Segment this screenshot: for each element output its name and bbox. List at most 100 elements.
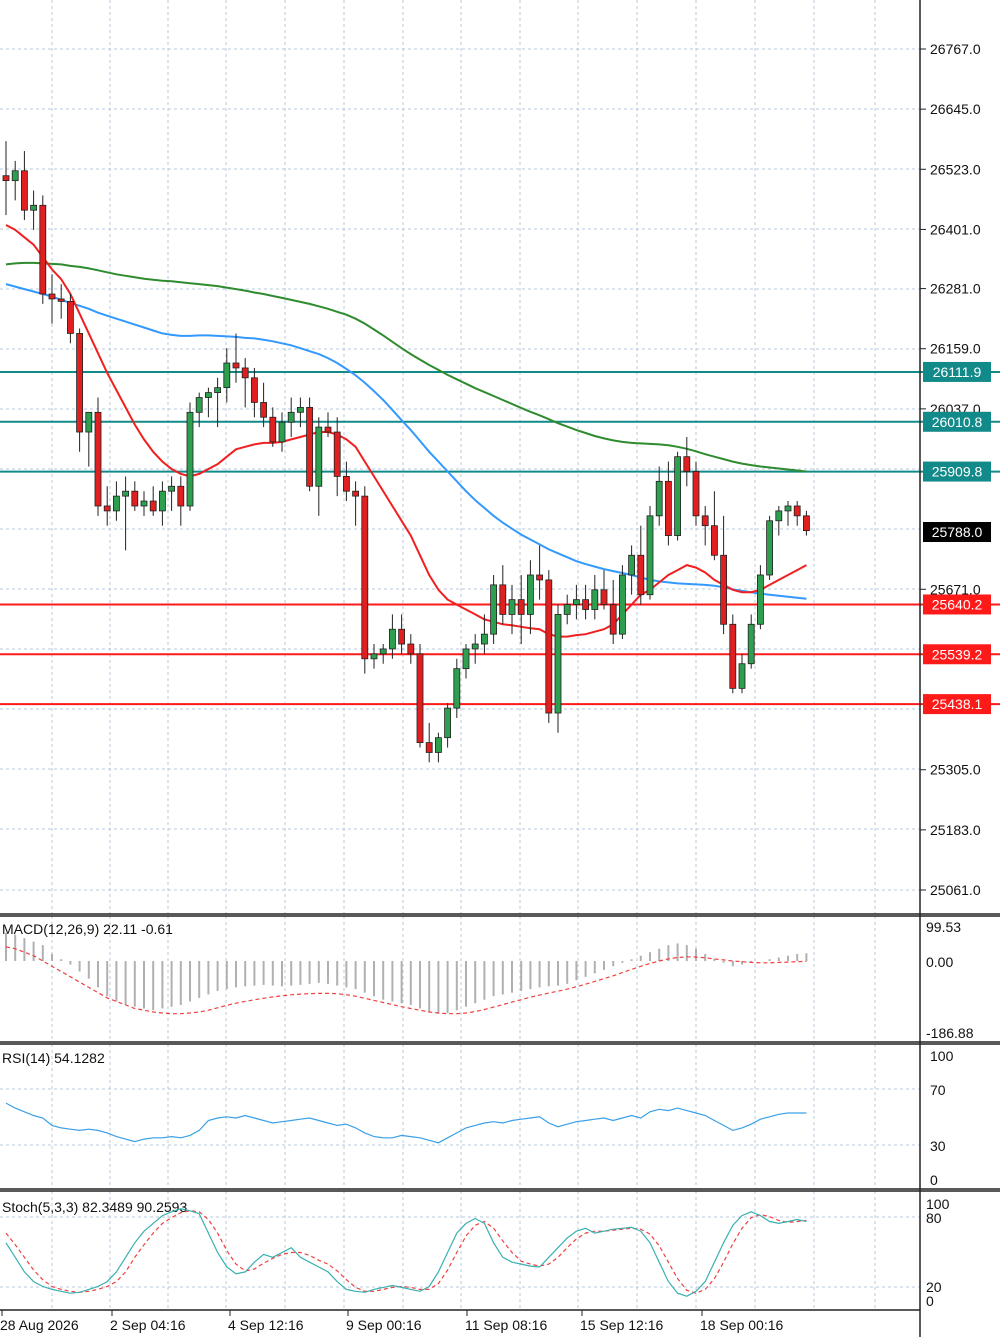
- candle-body: [536, 574, 543, 581]
- candle-body: [398, 628, 406, 645]
- time-tick-label: 2 Sep 04:16: [110, 1317, 186, 1333]
- stoch-main-line: [5, 1208, 807, 1297]
- candle-body: [177, 485, 185, 507]
- rsi-title: RSI(14) 54.1282: [2, 1050, 105, 1066]
- candle-body: [683, 456, 691, 472]
- last-price-tag: 25788.0: [923, 522, 991, 542]
- last-price-label: 25788.0: [932, 524, 983, 540]
- ma-mid-line: [5, 283, 807, 600]
- candle-body: [729, 623, 737, 689]
- candle-body: [260, 402, 268, 418]
- candle-body: [57, 298, 65, 302]
- stochastic-panel[interactable]: Stoch(5,3,3) 82.3489 90.2593 100 80 20 0: [2, 1196, 950, 1309]
- candle-body: [517, 599, 525, 615]
- candle-body: [471, 643, 479, 650]
- candle-body: [563, 604, 571, 615]
- candle-body: [306, 406, 314, 487]
- candle-body: [692, 471, 700, 517]
- macd-histogram: [5, 932, 808, 1014]
- candle-body: [241, 367, 249, 379]
- candle-body: [2, 175, 10, 182]
- price-tick-label: 25305.0: [930, 762, 981, 778]
- time-tick-label: 18 Sep 00:16: [700, 1317, 784, 1333]
- candlesticks: [2, 141, 810, 763]
- candle-body: [214, 387, 222, 393]
- stoch-tick-80: 80: [926, 1210, 942, 1226]
- macd-panel[interactable]: MACD(12,26,9) 22.11 -0.61 99.53 0.00 -18…: [2, 919, 974, 1041]
- candle-body: [711, 525, 718, 556]
- candle-body: [76, 333, 83, 433]
- stoch-title: Stoch(5,3,3) 82.3489 90.2593: [2, 1199, 187, 1215]
- candle-body: [462, 648, 470, 670]
- candle-body: [674, 456, 681, 536]
- level-label-bg: [923, 594, 991, 615]
- price-tick-label: 26159.0: [930, 341, 981, 357]
- rsi-tick-0: 0: [930, 1172, 938, 1188]
- candle-body: [232, 362, 240, 369]
- candle-body: [352, 490, 360, 497]
- candle-body: [250, 377, 258, 403]
- level-label: 25640.2: [932, 596, 983, 612]
- candle-body: [407, 643, 415, 655]
- candle-body: [223, 362, 231, 389]
- macd-tick-bottom: -186.88: [926, 1025, 974, 1041]
- candle-body: [113, 495, 120, 512]
- price-panel[interactable]: [0, 141, 1000, 763]
- candle-body: [315, 426, 323, 487]
- time-tick-label: 4 Sep 12:16: [228, 1317, 304, 1333]
- candle-body: [480, 633, 488, 645]
- candle-body: [609, 604, 617, 635]
- level-label-bg: [923, 361, 991, 382]
- candle-body: [140, 500, 148, 507]
- candle-body: [453, 668, 461, 709]
- candle-body: [490, 584, 498, 635]
- candle-body: [103, 505, 111, 512]
- price-axis: 26767.0 26645.0 26523.0 26401.0 26281.0 26159…: [920, 41, 981, 898]
- time-tick-label: 11 Sep 08:16: [465, 1317, 547, 1333]
- macd-signal-line: [5, 946, 807, 1015]
- stoch-signal-line: [5, 1210, 807, 1294]
- candle-body: [204, 392, 212, 398]
- candle-body: [747, 623, 755, 665]
- candle-body: [425, 742, 433, 753]
- ma-slow-line: [5, 261, 807, 473]
- price-tick-label: 26645.0: [930, 101, 981, 117]
- moving-averages: [5, 224, 807, 638]
- candle-body: [757, 574, 764, 625]
- candle-body: [48, 293, 56, 300]
- price-tick-label: 25183.0: [930, 822, 981, 838]
- stoch-tick-0: 0: [926, 1293, 934, 1309]
- price-tick-label: 26401.0: [930, 221, 981, 237]
- candle-body: [775, 510, 783, 522]
- level-label: 26010.8: [932, 414, 983, 430]
- candle-body: [434, 737, 442, 753]
- candle-body: [628, 554, 635, 576]
- level-label: 25909.8: [932, 464, 983, 480]
- level-label-bg: [923, 461, 991, 482]
- candle-body: [600, 589, 608, 605]
- time-tick-label: 28 Aug 2026: [0, 1317, 79, 1333]
- candle-body: [67, 300, 74, 334]
- candle-body: [39, 204, 47, 295]
- candle-body: [195, 397, 203, 413]
- candle-body: [287, 411, 295, 423]
- level-label-bg: [923, 644, 991, 665]
- candle-body: [122, 490, 129, 497]
- candle-body: [370, 653, 378, 660]
- candle-body: [637, 554, 645, 596]
- macd-title: MACD(12,26,9) 22.11 -0.61: [2, 921, 173, 937]
- candle-body: [527, 574, 534, 615]
- candle-body: [738, 663, 746, 689]
- candle-body: [296, 406, 304, 413]
- candle-body: [333, 431, 341, 477]
- candle-body: [158, 490, 166, 512]
- candle-body: [324, 426, 332, 433]
- stoch-tick-100: 100: [926, 1196, 950, 1212]
- rsi-panel[interactable]: RSI(14) 54.1282 100 70 30 0: [2, 1048, 954, 1188]
- candle-body: [186, 411, 194, 507]
- support-resistance-levels: [0, 370, 1000, 706]
- level-label: 25539.2: [932, 646, 983, 662]
- time-tick-label: 15 Sep 12:16: [580, 1317, 664, 1333]
